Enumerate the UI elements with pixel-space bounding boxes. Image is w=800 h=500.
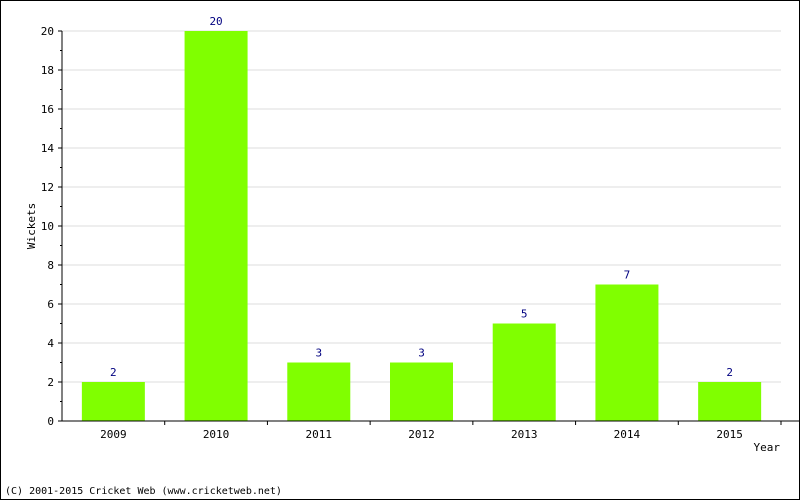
y-tick-label: 12 (41, 181, 54, 194)
bar (492, 323, 556, 421)
y-tick-label: 14 (41, 142, 55, 155)
y-ticks: 0 2 4 6 8 10 12 14 16 18 20 (41, 25, 62, 428)
y-tick-label: 0 (47, 415, 54, 428)
bar (184, 31, 248, 421)
y-tick-label: 20 (41, 25, 54, 38)
y-tick-label: 10 (41, 220, 54, 233)
x-tick-label: 2015 (716, 428, 743, 441)
bar (698, 382, 762, 421)
x-tick-label: 2014 (614, 428, 641, 441)
bar (595, 284, 659, 421)
data-label: 20 (209, 15, 222, 28)
grid-lines (62, 30, 781, 383)
data-label: 3 (418, 347, 425, 360)
y-tick-label: 6 (47, 298, 54, 311)
bars (81, 31, 762, 421)
y-tick-label: 8 (47, 259, 54, 272)
data-labels: 2 20 3 3 5 7 2 (110, 15, 733, 379)
x-tick-label: 2012 (408, 428, 435, 441)
data-label: 5 (521, 308, 528, 321)
y-tick-label: 2 (47, 376, 54, 389)
x-tick-label: 2010 (203, 428, 230, 441)
x-tick-label: 2009 (100, 428, 127, 441)
y-tick-label: 16 (41, 103, 54, 116)
data-label: 2 (110, 366, 117, 379)
copyright-text: (C) 2001-2015 Cricket Web (www.cricketwe… (5, 486, 282, 497)
y-axis-title: Wickets (25, 203, 38, 249)
bar (287, 362, 351, 421)
x-axis-title: Year (754, 441, 781, 454)
bar (390, 362, 453, 421)
x-tick-label: 2013 (511, 428, 538, 441)
data-label: 3 (315, 347, 322, 360)
data-label: 2 (726, 366, 733, 379)
x-ticks: 2009 2010 2011 2012 2013 2014 2015 (100, 421, 782, 441)
y-tick-label: 18 (41, 64, 54, 77)
x-tick-label: 2011 (306, 428, 333, 441)
bar (81, 382, 145, 421)
data-label: 7 (624, 269, 631, 282)
y-tick-label: 4 (47, 337, 54, 350)
